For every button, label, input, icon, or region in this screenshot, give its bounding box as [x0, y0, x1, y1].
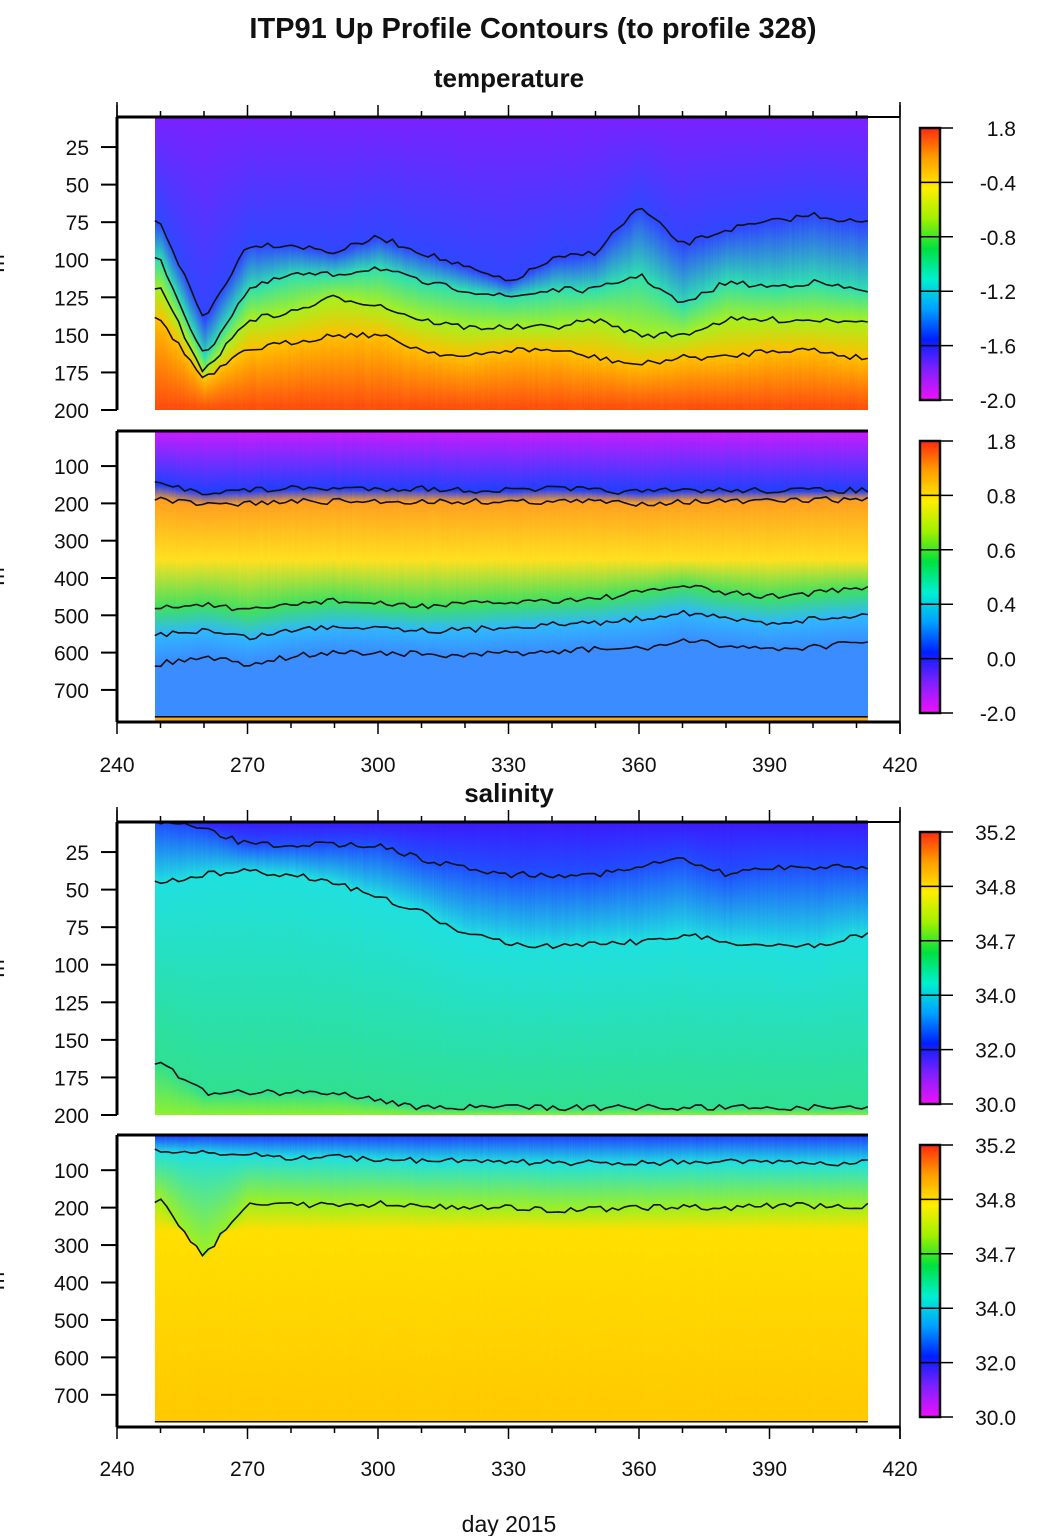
colorbar-tick-label: 34.8 [975, 876, 1016, 899]
contour-line-1 [154, 868, 869, 950]
contour-line-4 [154, 638, 868, 668]
y-tick-label: 100 [54, 955, 89, 978]
colorbar-tick-label: 0.6 [987, 540, 1016, 563]
y-tick-label: 300 [54, 1235, 89, 1258]
salinity-deep-heatmap [154, 1135, 868, 1427]
x-tick-label: 300 [360, 1458, 395, 1481]
colorbar-tick-label: 1.8 [987, 118, 1016, 141]
y-tick-label: 600 [54, 1347, 89, 1370]
colorbar [918, 439, 942, 715]
contour-line-0 [154, 207, 868, 317]
y-tick-label: 200 [54, 1105, 89, 1128]
y-tick-label: 700 [54, 1385, 89, 1408]
y-tick-label: 500 [54, 1310, 89, 1333]
colorbar-tick-label: 30.0 [975, 1094, 1016, 1117]
y-tick-label: 400 [54, 1272, 89, 1295]
chart-title: ITP91 Up Profile Contours (to profile 32… [249, 13, 816, 45]
section-title-salinity: salinity [464, 778, 554, 808]
colorbar-tick-label: 34.8 [975, 1189, 1016, 1212]
contour-line-2 [154, 584, 869, 612]
y-tick-label: 25 [66, 842, 89, 865]
x-tick-label: 270 [230, 754, 265, 777]
y-tick-label: 300 [54, 531, 89, 554]
colorbar-tick-label: 0.0 [987, 649, 1016, 672]
x-tick-label: 300 [360, 754, 395, 777]
y-tick-label: 75 [66, 917, 89, 940]
temperature-deep-heatmap [154, 431, 868, 722]
y-tick-label: 400 [54, 568, 89, 591]
x-tick-label: 360 [621, 754, 656, 777]
contour-line-0 [154, 821, 869, 879]
y-tick-label: 50 [66, 880, 89, 903]
contour-line-1 [154, 256, 868, 352]
colorbar-tick-label: 1.8 [987, 431, 1016, 454]
y-tick-label: 50 [66, 175, 89, 198]
colorbar-tick-label: 34.7 [975, 1244, 1016, 1267]
colorbar-tick-label: -2.0 [980, 390, 1016, 413]
contour-line-3 [154, 316, 868, 379]
temperature-upper-heatmap [154, 117, 868, 410]
x-axis-label: day 2015 [462, 1511, 557, 1536]
colorbar-tick-label: -1.6 [980, 336, 1016, 359]
y-tick-label: 125 [54, 287, 89, 310]
x-tick-label: 390 [752, 1458, 787, 1481]
y-axis-label: m [0, 254, 9, 272]
colorbar-tick-label: 0.8 [987, 485, 1016, 508]
y-tick-label: 700 [54, 680, 89, 703]
y-tick-label: 150 [54, 1030, 89, 1053]
colorbar [918, 830, 942, 1106]
x-tick-label: 240 [99, 754, 134, 777]
y-tick-label: 75 [66, 212, 89, 235]
x-tick-label: 330 [491, 1458, 526, 1481]
colorbar-tick-label: 0.4 [987, 594, 1017, 617]
x-tick-label: 240 [99, 1458, 134, 1481]
colorbar-tick-label: 35.2 [975, 822, 1016, 845]
y-tick-label: 175 [54, 1067, 89, 1090]
y-axis-label: m [0, 1272, 9, 1290]
colorbar-tick-label: -1.2 [980, 281, 1016, 304]
contour-line-2 [154, 1061, 869, 1112]
x-tick-label: 360 [621, 1458, 656, 1481]
y-tick-label: 100 [54, 250, 89, 273]
colorbar-tick-label: 32.0 [975, 1353, 1016, 1376]
x-tick-label: 270 [230, 1458, 265, 1481]
contour-line-2 [154, 287, 868, 373]
contour-line-0 [154, 481, 869, 496]
colorbar-tick-label: -0.4 [980, 172, 1017, 195]
x-tick-label: 420 [882, 754, 917, 777]
y-tick-label: 175 [54, 362, 89, 385]
colorbar [918, 126, 942, 402]
colorbar-tick-label: -2.0 [980, 703, 1016, 726]
y-tick-label: 200 [54, 1198, 89, 1221]
colorbar-tick-label: 30.0 [975, 1407, 1016, 1430]
y-tick-label: 600 [54, 643, 89, 666]
y-tick-label: 100 [54, 456, 89, 479]
y-tick-label: 200 [54, 493, 89, 516]
colorbar-tick-label: 34.0 [975, 1298, 1016, 1321]
y-tick-label: 500 [54, 605, 89, 628]
y-axis-label: m [0, 567, 9, 585]
y-axis-label: m [0, 959, 9, 977]
contour-line-0 [154, 1148, 868, 1167]
colorbar [918, 1143, 942, 1419]
contour-line-1 [154, 495, 869, 507]
colorbar-tick-label: -0.8 [980, 227, 1016, 250]
y-tick-label: 200 [54, 400, 89, 423]
y-tick-label: 150 [54, 325, 89, 348]
y-tick-label: 125 [54, 992, 89, 1015]
section-title-temperature: temperature [434, 63, 584, 93]
contour-line-1 [154, 1198, 869, 1258]
x-tick-label: 330 [491, 754, 526, 777]
contour-line-3 [154, 609, 868, 641]
x-tick-label: 420 [882, 1458, 917, 1481]
x-tick-label: 390 [752, 754, 787, 777]
y-tick-label: 25 [66, 137, 89, 160]
colorbar-tick-label: 34.0 [975, 985, 1016, 1008]
colorbar-tick-label: 32.0 [975, 1040, 1016, 1063]
colorbar-tick-label: 34.7 [975, 931, 1016, 954]
colorbar-tick-label: 35.2 [975, 1135, 1016, 1158]
y-tick-label: 100 [54, 1160, 89, 1183]
